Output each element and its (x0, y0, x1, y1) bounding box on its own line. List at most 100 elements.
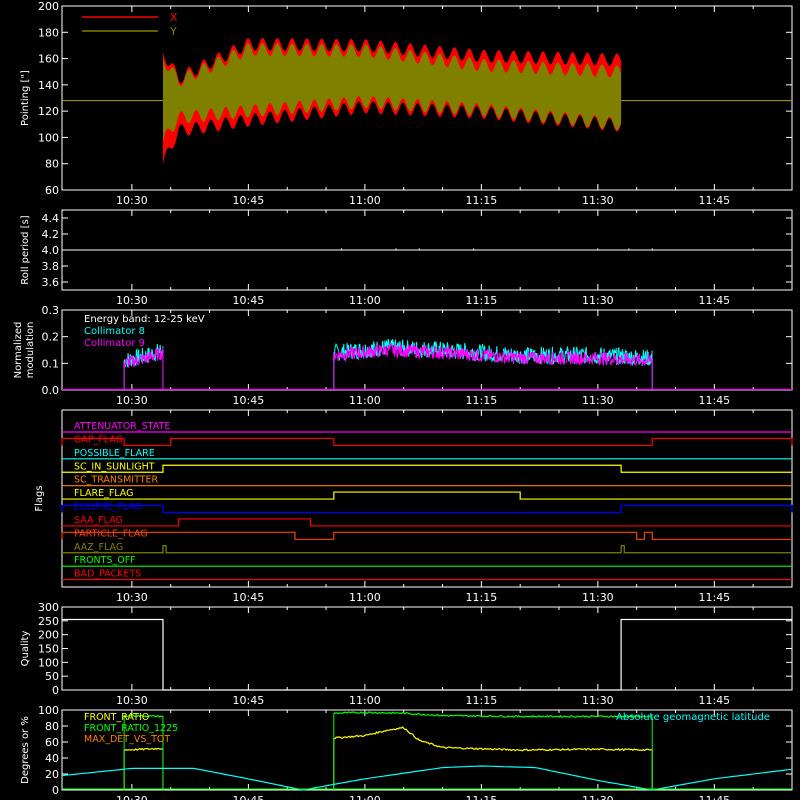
y-tick-label: 60 (45, 184, 59, 197)
y-axis-label: Pointing ["] (20, 70, 31, 126)
series-collimator-9-line (123, 346, 164, 369)
y-tick-label: 0 (52, 684, 59, 697)
y-tick-label: 40 (45, 752, 59, 765)
x-tick-label: 11:15 (466, 294, 498, 307)
x-tick-label: 11:15 (466, 394, 498, 407)
y-tick-label: 120 (38, 105, 59, 118)
x-tick-label: 10:45 (233, 194, 265, 207)
x-tick-label: 11:45 (698, 591, 730, 604)
x-tick-label: 11:00 (349, 194, 381, 207)
legend-label: FRONT_RATIO (84, 712, 149, 723)
panel-4: 10:30 10:45 11:00 11:15 11:30 11:45 Flags ATTEN… (34, 409, 793, 604)
y-tick-label: 160 (38, 53, 59, 66)
y-axis-label: Quality (20, 631, 31, 667)
x-tick-label: 11:00 (349, 394, 381, 407)
y-tick-label: 0.2 (42, 331, 60, 344)
x-tick-label: 10:30 (116, 194, 148, 207)
y-tick-label: 200 (38, 0, 59, 13)
panel-1: 10:30 10:45 11:00 11:15 11:30 11:45 60 80 100 120… (20, 0, 793, 207)
x-tick-label: 11:30 (582, 394, 614, 407)
quality-line (62, 618, 792, 691)
panel-2: 10:30 10:45 11:00 11:15 11:30 11:45 3.6 3.8 4.0 4… (20, 209, 793, 307)
x-tick-label: 10:30 (116, 794, 148, 800)
x-tick-label: 11:45 (698, 194, 730, 207)
y-tick-label: 100 (38, 704, 59, 717)
panel-5: 10:30 10:45 11:00 11:15 11:30 11:450501001502… (20, 601, 793, 707)
x-tick-label: 10:45 (233, 394, 265, 407)
x-tick-label: 10:30 (116, 694, 148, 707)
series-front-ratio-line (333, 726, 653, 752)
y-tick-label: 180 (38, 26, 59, 39)
y-tick-label: 140 (38, 79, 59, 92)
y-axis-label: Roll period [s] (20, 215, 31, 284)
flag-line-gap-flag (61, 437, 793, 447)
x-tick-label: 11:45 (698, 394, 730, 407)
x-tick-label: 11:15 (466, 591, 498, 604)
x-tick-label: 11:00 (349, 694, 381, 707)
flag-line-sc-in-sunlight (62, 464, 792, 473)
y-tick-label: 80 (45, 720, 59, 733)
y-tick-label: 3.8 (42, 260, 60, 273)
x-tick-label: 10:30 (116, 591, 148, 604)
y-tick-label: 3.6 (42, 276, 60, 289)
flag-label: POSSIBLE_FLARE (74, 448, 155, 459)
x-tick-label: 10:45 (233, 694, 265, 707)
flag-label: PARTICLE_FLAG (74, 528, 147, 539)
flag-line-particle-flag (61, 531, 792, 540)
y-tick-label: 50 (45, 670, 59, 683)
x-tick-label: 11:30 (582, 194, 614, 207)
x-tick-label: 10:30 (116, 394, 148, 407)
y-tick-label: 4.0 (42, 244, 60, 257)
panel-3: 10:30 10:45 11:00 11:15 11:30 11:45 0.0 0.1 0.2 0… (13, 304, 793, 407)
flag-label: ECLIPSE_FLAG (74, 502, 142, 513)
series-collimator-8-line (333, 339, 653, 367)
y-axis-label: modulation (25, 322, 36, 379)
flag-line-aaz-flag (62, 545, 792, 554)
energy-band-annotation: Energy band: 12-25 keV (84, 314, 205, 325)
legend-label: FRONT_RATIO_1225 (84, 723, 178, 734)
x-tick-label: 11:45 (698, 794, 730, 800)
y-tick-label: 4.2 (42, 228, 60, 241)
flag-label: SAA_FLAG (74, 515, 123, 526)
x-tick-label: 10:30 (116, 294, 148, 307)
y-axis-label: Normalized (13, 322, 24, 379)
geomagnetic-latitude-line (61, 765, 793, 791)
series-front-ratio-1225-line (333, 711, 653, 718)
x-tick-label: 10:45 (233, 591, 265, 604)
y-tick-label: 100 (38, 131, 59, 144)
legend-label: Collimator 9 (84, 338, 145, 349)
series-collimator-9-line (333, 342, 653, 367)
y-axis-label: Degrees or % (20, 716, 31, 784)
flag-label: ATTENUATOR_STATE (74, 421, 170, 432)
panel-6: 10:30 10:45 11:00 11:15 11:30 11:45 0 20 40 60 80 1… (20, 704, 793, 800)
x-tick-label: 11:45 (698, 294, 730, 307)
y-tick-label: 150 (38, 643, 59, 656)
x-tick-label: 11:30 (582, 591, 614, 604)
y-tick-label: 0.3 (42, 304, 60, 317)
flag-label: GAP_FLAG (74, 434, 123, 445)
y-tick-label: 0 (52, 784, 59, 797)
y-tick-label: 0.0 (42, 384, 60, 397)
flag-line-eclipse-flag (61, 504, 793, 514)
x-tick-label: 11:00 (349, 794, 381, 800)
x-tick-label: 11:00 (349, 591, 381, 604)
legend-label: Y (169, 25, 177, 38)
y-tick-label: 60 (45, 736, 59, 749)
y-tick-label: 0.1 (42, 357, 60, 370)
x-tick-label: 10:45 (233, 794, 265, 800)
y-tick-label: 20 (45, 768, 59, 781)
x-tick-label: 11:30 (582, 694, 614, 707)
x-tick-label: 11:30 (582, 294, 614, 307)
legend-label: X (170, 11, 178, 24)
x-tick-label: 11:30 (582, 794, 614, 800)
y-tick-label: 250 (38, 615, 59, 628)
flag-label: BAD_PACKETS (74, 569, 141, 580)
x-tick-label: 11:45 (698, 694, 730, 707)
flag-line-saa-flag (62, 518, 792, 527)
flag-line-flare-flag (62, 491, 792, 500)
flag-label: AAZ_FLAG (74, 542, 123, 553)
plot-frame (61, 5, 793, 191)
flag-label: FRONTS_OFF (74, 555, 136, 566)
plot-frame (61, 709, 793, 791)
